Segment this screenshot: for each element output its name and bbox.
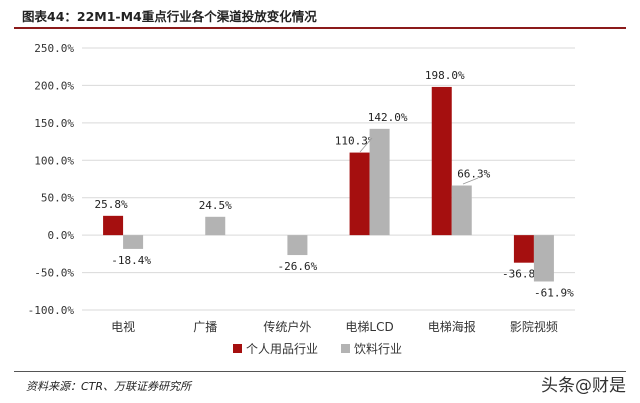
x-tick-label: 广播 bbox=[193, 320, 217, 334]
data-label: 198.0% bbox=[425, 69, 465, 82]
legend-label: 饮料行业 bbox=[354, 342, 402, 356]
source-divider bbox=[14, 371, 626, 372]
y-tick-label: 250.0% bbox=[34, 42, 74, 55]
bar bbox=[431, 86, 452, 236]
x-tick-label: 传统户外 bbox=[263, 319, 311, 334]
x-tick-label: 电视 bbox=[111, 319, 135, 334]
x-tick-label: 影院视频 bbox=[510, 319, 558, 334]
bar bbox=[205, 216, 226, 236]
title-bar: 图表44：22M1-M4重点行业各个渠道投放变化情况 bbox=[0, 0, 640, 29]
x-tick-label: 电梯LCD bbox=[345, 320, 393, 334]
y-tick-label: -100.0% bbox=[28, 304, 75, 317]
y-tick-label: 100.0% bbox=[34, 154, 74, 167]
data-label: -36.8% bbox=[502, 268, 542, 281]
legend-swatch bbox=[233, 344, 242, 353]
y-tick-label: 50.0% bbox=[41, 192, 74, 205]
figure-title: 图表44：22M1-M4重点行业各个渠道投放变化情况 bbox=[22, 9, 317, 24]
bar bbox=[103, 215, 124, 236]
bar bbox=[513, 235, 534, 263]
legend-label: 个人用品行业 bbox=[246, 342, 318, 356]
x-tick-label: 电梯海报 bbox=[428, 319, 476, 334]
y-tick-label: 150.0% bbox=[34, 117, 74, 130]
y-tick-label: 200.0% bbox=[34, 79, 74, 92]
bar bbox=[287, 235, 308, 256]
data-label: -26.6% bbox=[278, 260, 318, 273]
bar bbox=[123, 235, 144, 249]
data-label: 25.8% bbox=[95, 198, 128, 211]
data-label: 66.3% bbox=[457, 168, 490, 181]
data-label: -18.4% bbox=[111, 254, 151, 267]
y-tick-label: 0.0% bbox=[48, 229, 75, 242]
title-underline bbox=[14, 27, 626, 29]
y-tick-label: -50.0% bbox=[34, 267, 74, 280]
label-leader-line bbox=[462, 177, 479, 185]
data-label: 24.5% bbox=[199, 199, 232, 212]
bar bbox=[369, 128, 390, 236]
watermark: 头条@财是 bbox=[541, 376, 626, 396]
data-label: 110.3% bbox=[335, 135, 375, 148]
bar bbox=[349, 152, 370, 236]
bar bbox=[451, 185, 472, 236]
legend-swatch bbox=[341, 344, 350, 353]
source-note: 资料来源：CTR、万联证券研究所 bbox=[26, 380, 192, 393]
bar bbox=[533, 235, 554, 282]
data-label: 142.0% bbox=[368, 111, 408, 124]
data-label: -61.9% bbox=[534, 286, 574, 299]
label-leader-line bbox=[359, 137, 373, 153]
